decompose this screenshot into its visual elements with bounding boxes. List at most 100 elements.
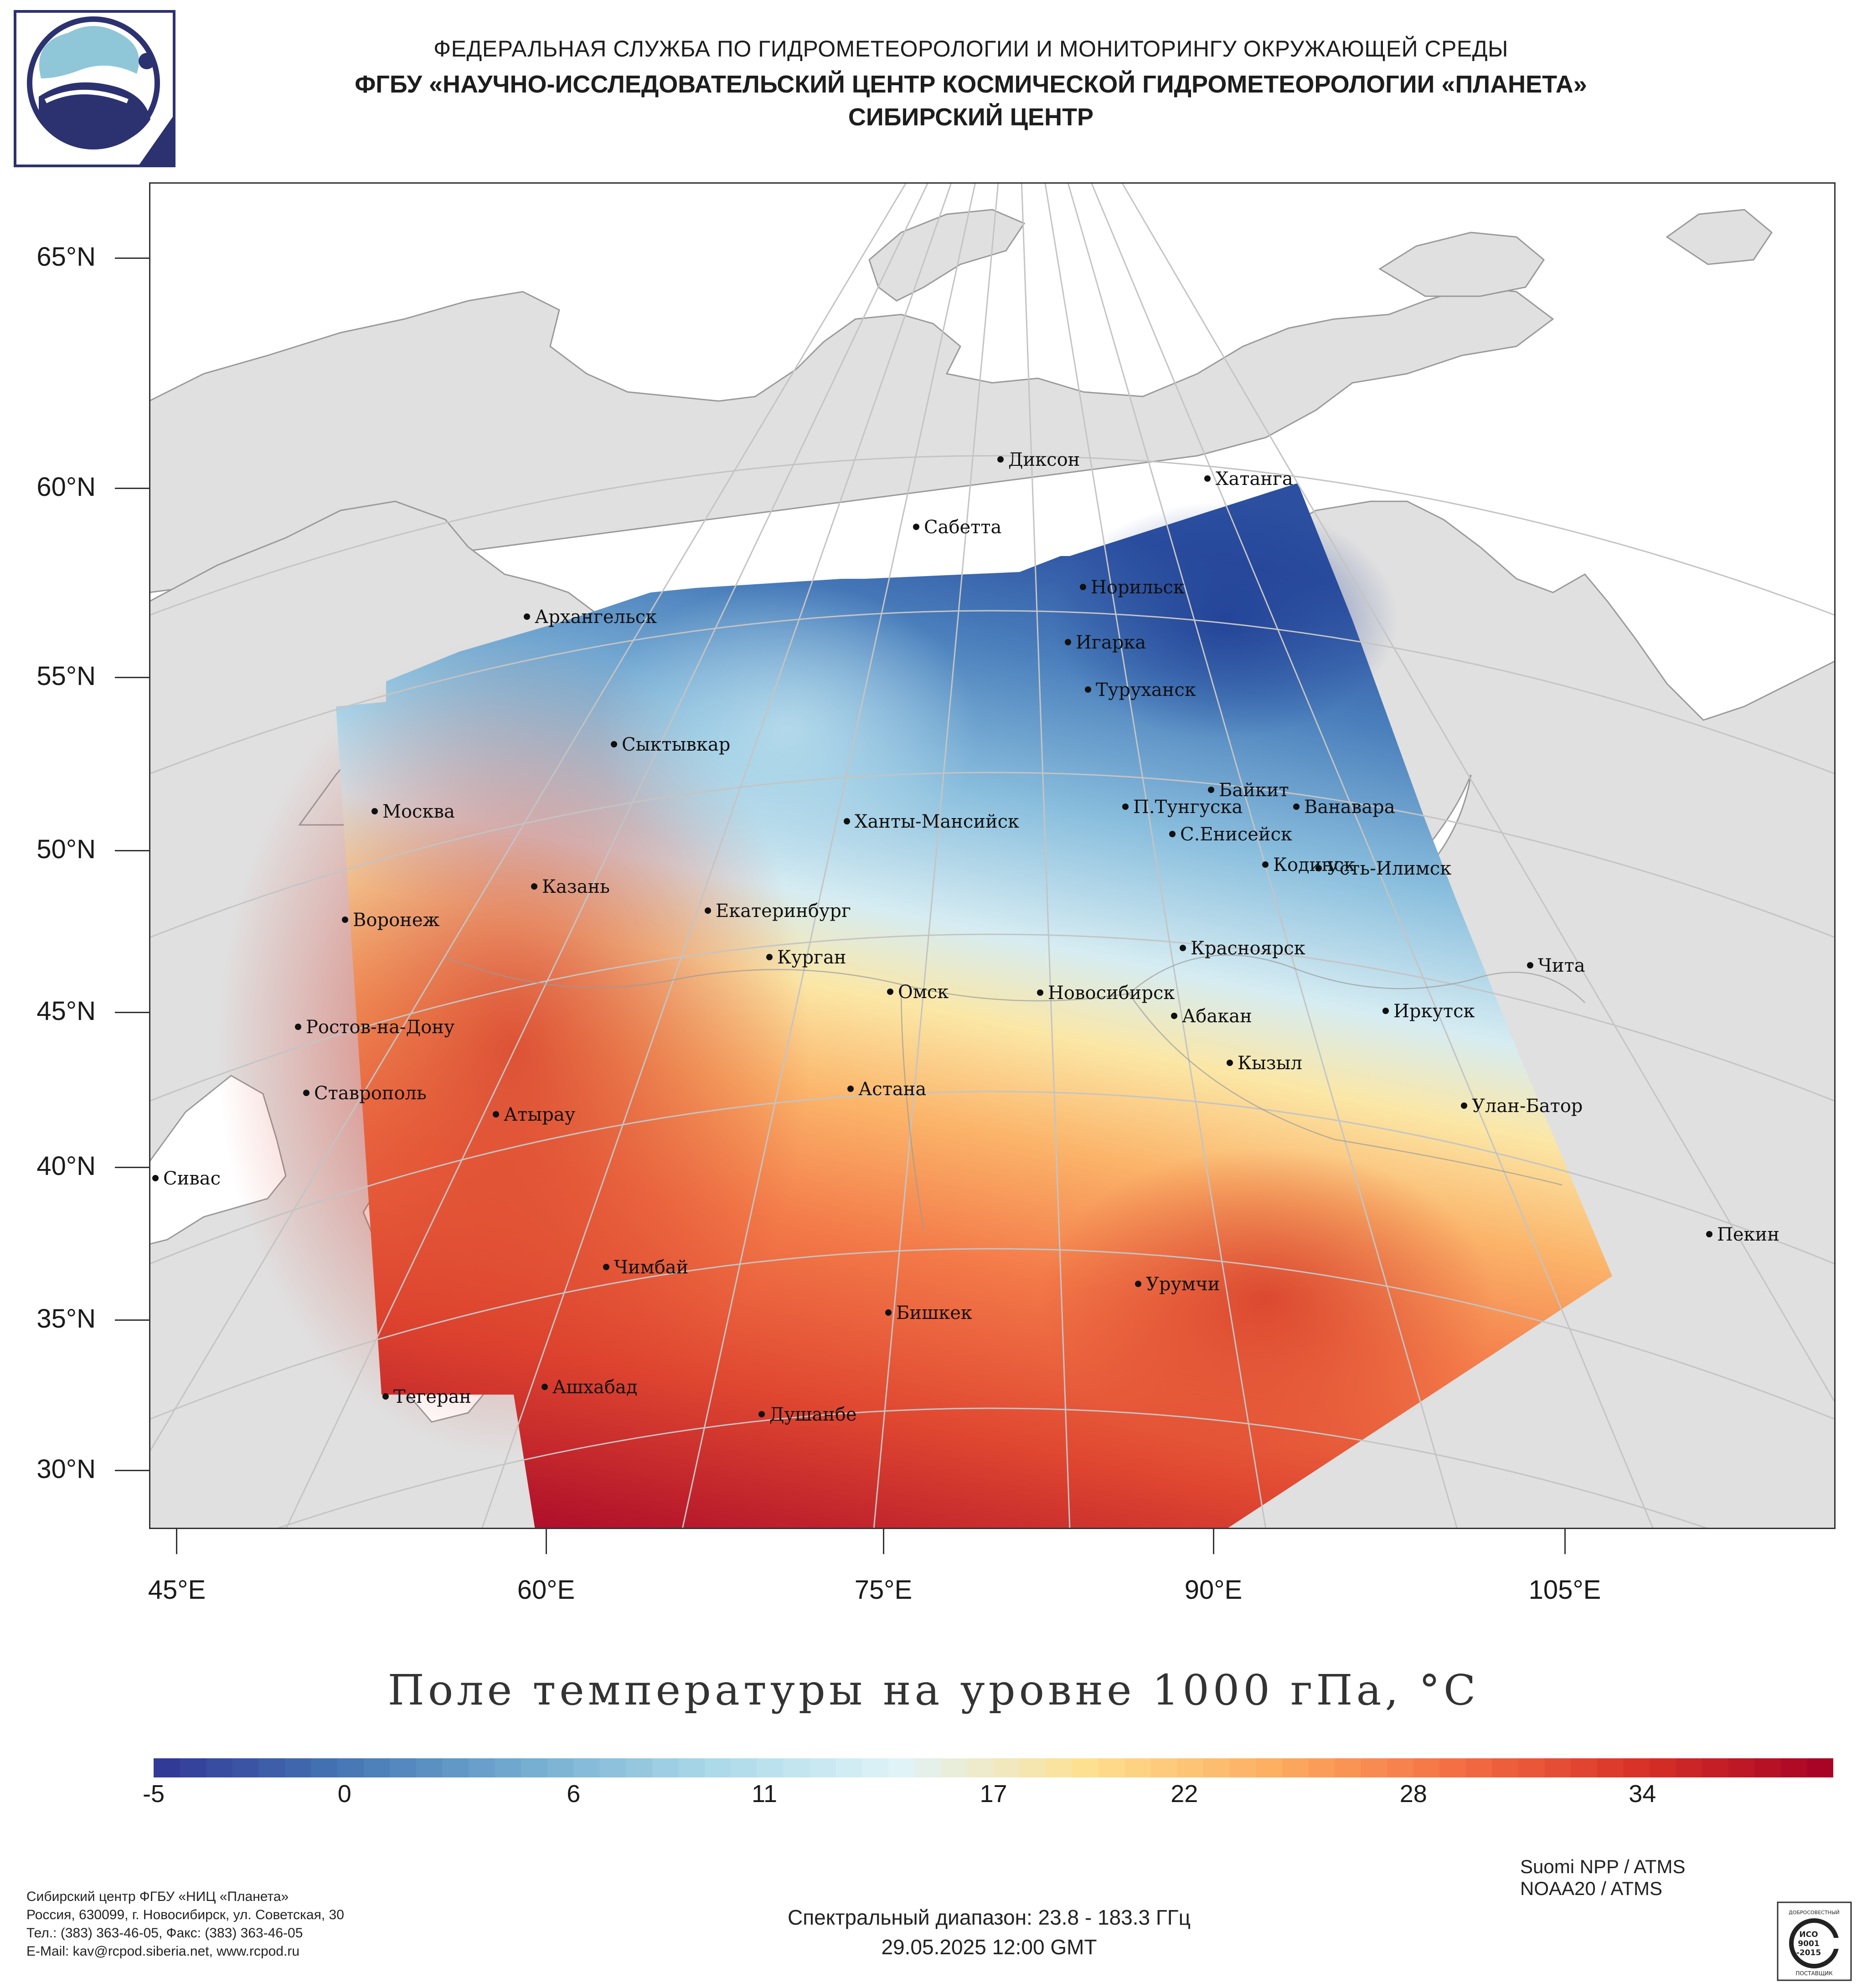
colorbar-cell (416, 1758, 443, 1777)
footer-org: Сибирский центр ФГБУ «НИЦ «Планета» Росс… (26, 1888, 344, 1961)
colorbar-cell (783, 1758, 810, 1777)
lon-tick-75 (883, 1529, 884, 1554)
colorbar-cell (1361, 1758, 1387, 1777)
city-kazan: Казань (542, 876, 610, 897)
colorbar-cell (311, 1758, 338, 1777)
colorbar-cell (1571, 1758, 1598, 1777)
lat-tick-35 (115, 1319, 149, 1321)
lon-tick-90 (1213, 1529, 1214, 1554)
lon-tick-105 (1564, 1529, 1566, 1554)
city-kurgan: Курган (777, 947, 846, 968)
colorbar-cell (284, 1758, 312, 1777)
colorbar-cell (1544, 1758, 1571, 1777)
lon-label-60: 60°E (517, 1575, 575, 1605)
city-sivas: Сивас (163, 1168, 221, 1189)
colorbar-cell (1072, 1758, 1099, 1777)
lon-label-105: 105°E (1528, 1575, 1601, 1605)
city-beijing: Пекин (1717, 1224, 1779, 1245)
lat-tick-55 (115, 677, 149, 678)
iso-top-text: ДОБРОСОВЕСТНЫЙ (1789, 1910, 1840, 1916)
colorbar-cell (1780, 1758, 1808, 1777)
city-kodinsk: Кодинск (1273, 855, 1355, 876)
temperature-map: Диксон Хатанга Сабетта Норильск Архангел… (149, 182, 1836, 1529)
city-urumqi: Урумчи (1146, 1274, 1220, 1295)
colorbar-cell (626, 1758, 653, 1777)
footer-email-line: E-Mail: kav@rcpod.siberia.net, www.rcpod… (26, 1944, 300, 1959)
city-krasnoyarsk: Красноярск (1191, 938, 1305, 959)
city-rostov: Ростов-на-Дону (306, 1017, 455, 1038)
colorbar-cell (1518, 1758, 1545, 1777)
colorbar-cell (1335, 1758, 1362, 1777)
colorbar-cell (1623, 1758, 1650, 1777)
colorbar-cell (993, 1758, 1020, 1777)
colorbar-cell (1203, 1758, 1230, 1777)
colorbar-cell (1046, 1758, 1073, 1777)
footer-org-line: Сибирский центр ФГБУ «НИЦ «Планета» (26, 1889, 289, 1904)
lon-tick-60 (546, 1529, 547, 1554)
lat-label-30: 30°N (36, 1454, 96, 1484)
city-ulaanbaatar: Улан-Батор (1472, 1096, 1583, 1117)
footer-phone-line: Тел.: (383) 363-46-05, Факс: (383) 363-4… (26, 1926, 303, 1941)
city-p-tunguska: П.Тунгуска (1133, 797, 1243, 818)
city-astana: Астана (858, 1079, 926, 1100)
city-arkhangelsk: Архангельск (535, 607, 657, 628)
lat-label-35: 35°N (36, 1304, 96, 1334)
colorbar-cell (1439, 1758, 1466, 1777)
colorbar-cell (363, 1758, 390, 1777)
header-agency: ФЕДЕРАЛЬНАЯ СЛУЖБА ПО ГИДРОМЕТЕОРОЛОГИИ … (433, 36, 1508, 62)
city-dikson: Диксон (1008, 449, 1080, 470)
city-syktyvkar: Сыктывкар (622, 734, 730, 755)
colorbar-cell (810, 1758, 836, 1777)
city-norilsk: Норильск (1091, 577, 1185, 598)
colorbar-cell (1649, 1758, 1676, 1777)
lon-tick-45 (176, 1529, 177, 1554)
colorbar-cell (1702, 1758, 1729, 1777)
header-center: СИБИРСКИЙ ЦЕНТР (848, 103, 1094, 131)
city-chita: Чита (1538, 955, 1585, 976)
colorbar-tick-label: 34 (1629, 1780, 1656, 1808)
colorbar-cell (731, 1758, 758, 1777)
satellite-2: NOAA20 / ATMS (1520, 1878, 1662, 1899)
city-khatanga: Хатанга (1216, 469, 1293, 489)
map-title: Поле температуры на уровне 1000 гПа, °C (387, 1666, 1480, 1715)
city-khanty-mansiysk: Ханты-Мансийск (855, 811, 1019, 832)
colorbar-cell (547, 1758, 574, 1777)
colorbar-cell (337, 1758, 364, 1777)
colorbar-cell (180, 1758, 206, 1777)
colorbar-cell (1754, 1758, 1781, 1777)
colorbar-cell (705, 1758, 732, 1777)
colorbar-cell (154, 1758, 181, 1777)
colorbar-cell (1492, 1758, 1519, 1777)
colorbar-cell (914, 1758, 941, 1777)
city-atyrau: Атырау (504, 1104, 576, 1125)
colorbar-cell (652, 1758, 679, 1777)
city-voronezh: Воронеж (353, 910, 439, 931)
colorbar-cell (1124, 1758, 1151, 1777)
colorbar-cell (1413, 1758, 1440, 1777)
city-abakan: Абакан (1182, 1006, 1252, 1027)
colorbar-cell (1308, 1758, 1335, 1777)
colorbar-tick-label: 0 (337, 1780, 351, 1808)
colorbar-tick-label: 28 (1399, 1780, 1427, 1808)
observation-datetime: 29.05.2025 12:00 GMT (881, 1935, 1097, 1959)
spectral-range: Спектральный диапазон: 23.8 - 183.3 ГГц (787, 1906, 1191, 1929)
colorbar-cell (757, 1758, 784, 1777)
colorbar-cell (1177, 1758, 1204, 1777)
planeta-logo (14, 10, 175, 167)
lat-tick-50 (115, 850, 149, 851)
lat-tick-65 (115, 258, 149, 259)
city-ashgabat: Ашхабад (552, 1377, 637, 1398)
colorbar-cell (468, 1758, 495, 1777)
lat-tick-60 (115, 488, 149, 489)
city-dushanbe: Душанбе (769, 1404, 857, 1425)
lon-label-90: 90°E (1184, 1575, 1243, 1605)
colorbar-tick-label: 11 (751, 1780, 778, 1808)
lat-label-40: 40°N (36, 1151, 96, 1181)
city-moscow: Москва (382, 801, 455, 822)
lat-label-65: 65°N (36, 242, 96, 272)
city-sabetta: Сабетта (924, 517, 1001, 538)
colorbar-cell (1728, 1758, 1755, 1777)
colorbar-tick-label: 6 (567, 1780, 581, 1808)
colorbar-cell (390, 1758, 417, 1777)
lon-label-75: 75°E (854, 1575, 913, 1605)
